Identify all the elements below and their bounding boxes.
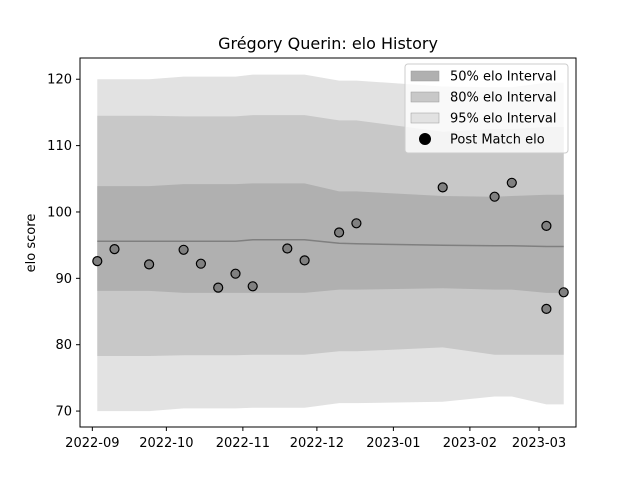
legend-swatch-band80 (410, 91, 440, 103)
post-match-point (195, 258, 206, 269)
post-match-point (506, 177, 517, 188)
legend-swatch-band95 (410, 112, 440, 124)
legend-label: Post Match elo (450, 133, 545, 148)
y-axis-label: elo score (24, 214, 39, 273)
post-match-point (489, 191, 500, 202)
post-match-points (92, 177, 569, 314)
legend-label: 95% elo Interval (450, 112, 557, 127)
legend-box (404, 63, 569, 154)
mean-line (97, 239, 564, 248)
post-match-point (92, 256, 103, 267)
x-tick-label: 2022-11 (216, 436, 270, 451)
y-tick-label: 100 (47, 205, 72, 220)
post-match-point (230, 268, 241, 279)
x-tick-label: 2023-03 (512, 436, 566, 451)
band-50-interval (97, 183, 564, 293)
post-match-point (541, 220, 552, 231)
post-match-point (351, 218, 362, 229)
post-match-point (109, 244, 120, 255)
plot-frame (79, 57, 577, 428)
x-tick-label: 2023-01 (366, 436, 420, 451)
legend-label: 80% elo Interval (450, 91, 557, 106)
post-match-point (558, 287, 569, 298)
y-tick-label: 120 (47, 73, 72, 88)
legend: 50% elo Interval 80% elo Interval 95% elo … (404, 63, 569, 154)
mean-elo-line (97, 239, 564, 248)
y-tick-label: 90 (55, 272, 72, 287)
legend-marker-post-match-elo (419, 133, 431, 145)
post-match-point (299, 255, 310, 266)
post-match-point (282, 243, 293, 254)
post-match-point (334, 227, 345, 238)
x-tick-label: 2022-12 (290, 436, 344, 451)
post-match-point (541, 303, 552, 314)
x-tick-label: 2023-02 (443, 436, 497, 451)
chart-title: Grégory Querin: elo History (218, 34, 438, 53)
post-match-point (178, 244, 189, 255)
y-tick-label: 110 (47, 139, 72, 154)
y-tick-label: 80 (55, 338, 72, 353)
legend-swatch-band50 (410, 70, 440, 82)
legend-label: 50% elo Interval (450, 70, 557, 85)
y-axis-ticks: 70 80 90 100 110 120 (47, 73, 80, 420)
x-axis-ticks: 2022-09 2022-10 2022-11 2022-12 2023-01 2023-… (65, 427, 566, 451)
y-tick-label: 70 (55, 405, 72, 420)
post-match-point (247, 281, 258, 292)
x-tick-label: 2022-10 (139, 436, 193, 451)
post-match-point (437, 182, 448, 193)
post-match-point (213, 282, 224, 293)
x-tick-label: 2022-09 (65, 436, 119, 451)
post-match-point (144, 259, 155, 270)
